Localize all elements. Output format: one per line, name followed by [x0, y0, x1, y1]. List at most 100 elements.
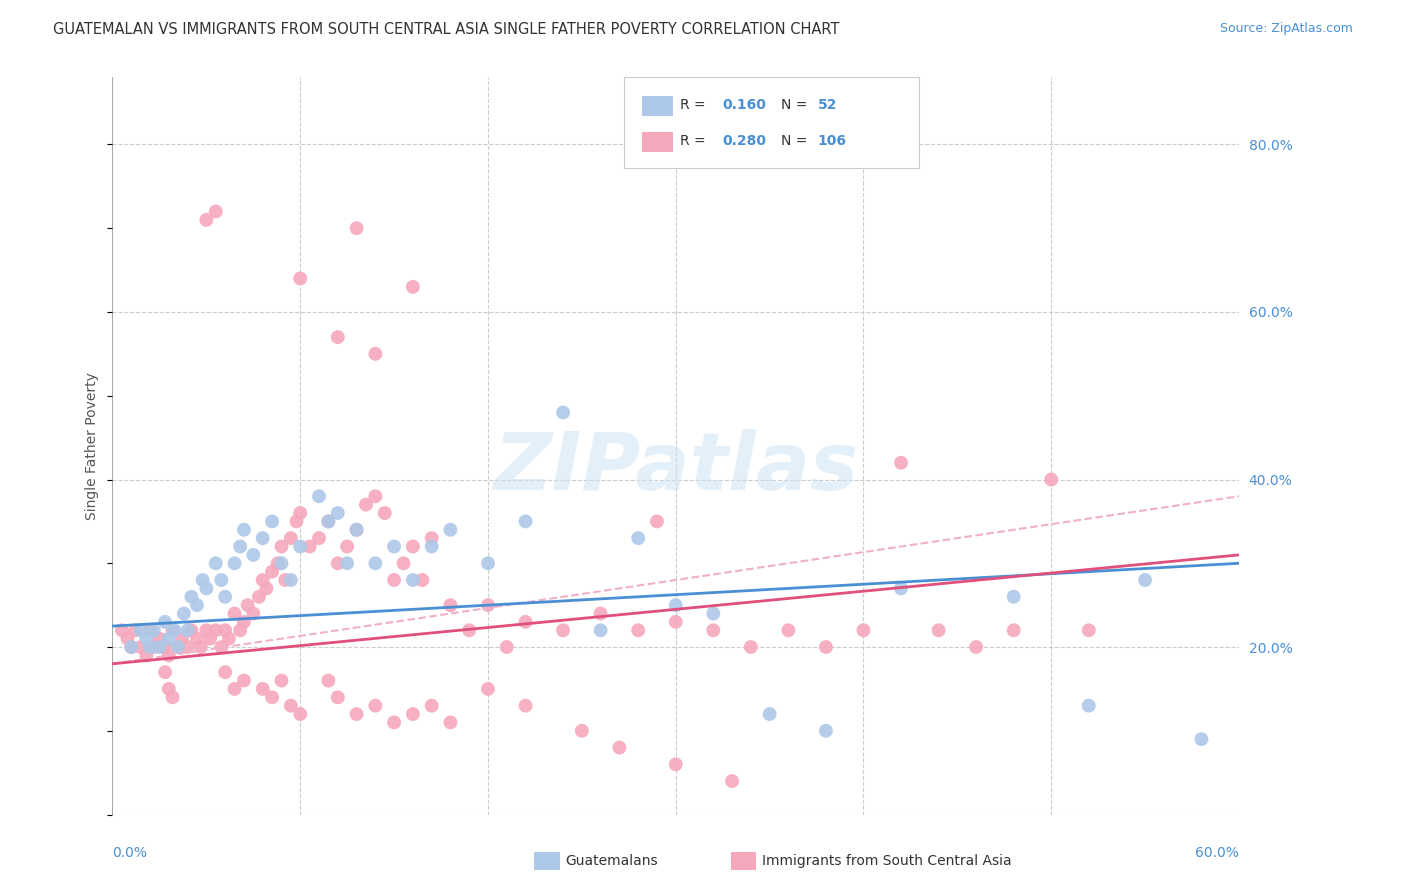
Point: [890, 456, 912, 470]
Point: [153, 640, 176, 654]
Point: [236, 598, 259, 612]
Point: [256, 582, 278, 596]
Point: [142, 640, 165, 654]
Point: [702, 607, 724, 621]
Point: [411, 573, 433, 587]
Point: [214, 665, 236, 680]
Point: [364, 347, 387, 361]
Text: R =: R =: [681, 98, 710, 112]
Point: [270, 540, 292, 554]
Point: [290, 271, 312, 285]
Point: [336, 556, 359, 570]
Point: [229, 540, 252, 554]
Y-axis label: Single Father Poverty: Single Father Poverty: [86, 372, 100, 520]
Point: [176, 624, 198, 638]
Point: [232, 673, 254, 688]
Point: [135, 648, 157, 663]
Point: [191, 573, 214, 587]
Point: [167, 640, 190, 654]
Point: [163, 624, 186, 638]
Point: [515, 615, 537, 629]
Point: [308, 489, 330, 503]
Point: [336, 540, 359, 554]
Point: [721, 774, 744, 789]
Point: [262, 690, 284, 705]
Point: [420, 540, 443, 554]
Point: [645, 515, 668, 529]
Point: [1077, 624, 1099, 638]
Point: [402, 540, 425, 554]
Point: [402, 573, 425, 587]
Point: [232, 523, 254, 537]
Point: [290, 540, 312, 554]
Point: [1133, 573, 1156, 587]
Point: [129, 624, 152, 638]
Text: 106: 106: [818, 134, 846, 148]
Point: [515, 698, 537, 713]
Point: [382, 573, 405, 587]
Point: [280, 531, 302, 545]
Text: 60.0%: 60.0%: [1195, 846, 1239, 860]
Point: [252, 573, 274, 587]
Point: [627, 531, 650, 545]
Point: [224, 681, 246, 696]
Point: [346, 523, 368, 537]
Point: [162, 690, 184, 705]
Point: [198, 632, 221, 646]
Point: [318, 515, 340, 529]
Point: [382, 715, 405, 730]
Point: [176, 640, 198, 654]
Point: [402, 280, 425, 294]
Point: [665, 615, 688, 629]
Point: [758, 706, 780, 721]
Point: [364, 556, 387, 570]
Point: [267, 556, 290, 570]
Point: [157, 632, 180, 646]
Point: [218, 632, 240, 646]
Point: [153, 615, 176, 629]
Point: [111, 624, 134, 638]
Point: [1040, 473, 1063, 487]
Point: [232, 615, 254, 629]
Point: [1077, 698, 1099, 713]
Point: [439, 598, 461, 612]
Point: [195, 624, 218, 638]
Point: [382, 540, 405, 554]
Point: [420, 531, 443, 545]
Point: [148, 640, 170, 654]
Point: [204, 204, 226, 219]
Point: [195, 582, 218, 596]
Point: [392, 556, 415, 570]
Point: [290, 506, 312, 520]
Point: [477, 681, 499, 696]
Point: [890, 582, 912, 596]
Point: [318, 515, 340, 529]
Text: N =: N =: [782, 98, 811, 112]
Point: [477, 598, 499, 612]
Point: [120, 640, 142, 654]
Point: [702, 624, 724, 638]
Point: [224, 556, 246, 570]
Point: [326, 506, 349, 520]
Point: [515, 515, 537, 529]
Point: [965, 640, 987, 654]
Point: [420, 698, 443, 713]
Text: 0.280: 0.280: [723, 134, 766, 148]
Point: [214, 590, 236, 604]
Point: [326, 556, 349, 570]
Point: [204, 624, 226, 638]
Point: [326, 330, 349, 344]
Point: [458, 624, 481, 638]
Point: [477, 556, 499, 570]
Point: [262, 565, 284, 579]
Point: [814, 640, 837, 654]
Point: [318, 673, 340, 688]
Point: [280, 698, 302, 713]
Point: [346, 221, 368, 235]
Point: [280, 573, 302, 587]
Point: [186, 632, 208, 646]
Point: [162, 624, 184, 638]
Point: [170, 632, 193, 646]
Point: [740, 640, 762, 654]
Point: [1002, 590, 1025, 604]
